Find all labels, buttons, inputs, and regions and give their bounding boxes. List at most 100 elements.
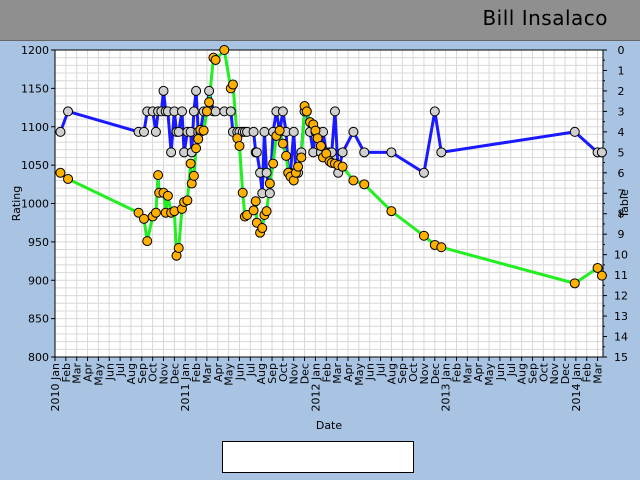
table-point [204,85,215,96]
rating-point [162,190,173,201]
x-tick-label: Mar [201,363,214,384]
table-point [166,147,177,158]
table-point [386,147,397,158]
x-tick-label: Oct [407,362,420,382]
x-tick-label: May [92,363,105,386]
x-tick-label: Dec [429,363,442,384]
x-tick-label: Jul [114,363,127,377]
table-point [63,106,74,117]
rating-point [281,150,292,161]
table-point [173,126,184,137]
rating-point [436,242,447,253]
rating-point [63,173,74,184]
rating-point [191,143,202,154]
x-tick-label: Apr [212,363,225,383]
table-point [138,126,149,137]
y-tick-label: 900 [28,274,49,287]
x-tick-label: Oct [147,362,160,382]
rating-point [296,152,307,163]
rating-point [227,79,238,90]
x-tick-label: 2013 Jan [440,363,453,411]
table-point [259,126,270,137]
table-point [348,126,359,137]
y2-tick-label: 8 [618,208,625,221]
x-tick-label: Mar [461,363,474,384]
rating-point [293,161,304,172]
rating-point [569,278,580,289]
rating-point [315,140,326,151]
table-point [596,147,607,158]
legend [222,441,414,473]
x-tick-label: Apr [82,363,95,383]
rating-point [198,125,209,136]
x-tick-label: Jun [233,363,246,381]
rating-point [237,187,248,198]
y-tick-label: 1100 [21,121,49,134]
chart-header: Bill Insalaco [0,0,640,41]
table-point [248,126,259,137]
x-tick-label: Mar [592,363,605,384]
rating-point [234,140,245,151]
rating-point [142,236,153,247]
y-tick-label: 1000 [21,198,49,211]
rating-point [138,213,149,224]
table-point [191,85,202,96]
x-tick-label: Oct [537,362,550,382]
y2-tick-label: 11 [614,269,628,282]
x-tick-label: Jul [375,363,388,377]
x-tick-label: Apr [342,363,355,383]
table-point [261,167,272,178]
y2-tick-label: 2 [618,85,625,98]
y2-tick-label: 5 [618,146,625,159]
x-tick-label: Jul [244,363,257,377]
x-tick-label: Jun [364,363,377,381]
x-tick-label: Sep [396,363,409,384]
x-axis-label: Date [316,419,343,432]
rating-point [257,223,268,234]
x-tick-label: 2012 Jan [309,363,322,411]
y2-tick-label: 12 [614,290,628,303]
y2-tick-label: 4 [618,126,625,139]
y-tick-label: 1050 [21,159,49,172]
table-point [176,106,187,117]
x-tick-label: May [483,363,496,386]
x-tick-label: Dec [168,363,181,384]
rating-point [418,230,429,241]
rating-point [150,207,161,218]
table-point [569,126,580,137]
x-tick-label: Aug [255,363,268,384]
table-point [288,126,299,137]
table-point [188,106,199,117]
rating-point [596,270,607,281]
table-point [329,106,340,117]
rating-point [274,125,285,136]
table-point [264,188,275,199]
rating-point [248,205,259,216]
rating-point [173,243,184,254]
y2-tick-label: 15 [614,351,628,364]
rating-point [301,106,312,117]
table-point [277,106,288,117]
rating-point [185,158,196,169]
table-point [55,126,66,137]
y2-tick-label: 3 [618,105,625,118]
x-tick-label: Feb [581,363,594,382]
x-tick-label: Mar [71,363,84,384]
x-tick-label: Nov [548,363,561,385]
x-tick-label: Jul [505,363,518,377]
rating-point [592,262,603,273]
table-point [158,85,169,96]
x-tick-label: Feb [320,363,333,382]
rating-point [261,206,272,217]
table-point [429,106,440,117]
y2-tick-label: 13 [614,310,628,323]
rating-point [188,170,199,181]
x-tick-label: Apr [472,363,485,383]
x-tick-label: Sep [266,363,279,384]
rating-point [153,170,164,181]
rating-point [277,138,288,149]
rating-point [250,196,261,207]
y2-tick-label: 0 [618,44,625,57]
rating-point [204,97,215,108]
